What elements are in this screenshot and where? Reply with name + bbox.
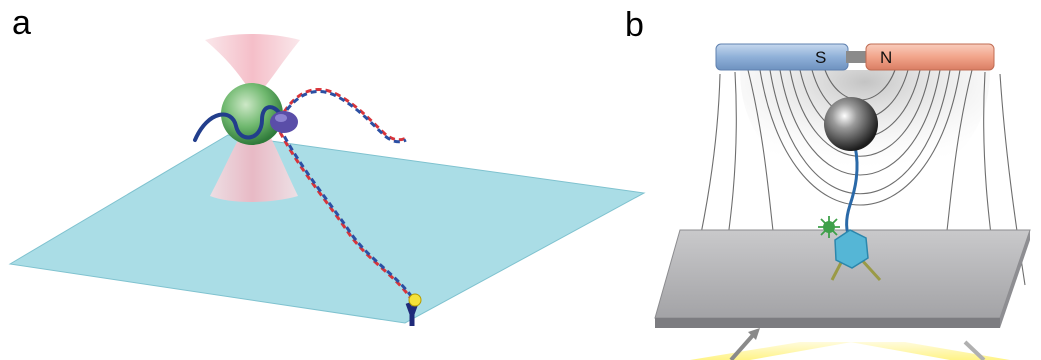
panel-b-label: b [625,6,644,44]
magnet-south [715,43,849,71]
illumination-beam-left [690,342,852,360]
dna-tether [278,131,416,301]
motor-protein [270,111,298,133]
dna-free-end [282,87,407,144]
fluorophore-marker [818,216,840,238]
magnet-gap [846,51,870,63]
magnet-south-label: S [815,48,826,67]
motor-protein-highlight [275,114,287,122]
illumination-arrow-left [729,328,760,360]
panel-a-label: a [12,4,31,42]
magnet-pair: S N [715,43,995,71]
magnet-north-label: N [880,48,892,67]
panel-b: S N [654,43,1031,360]
illumination-beam-right [850,342,1010,360]
glass-slide [654,229,1031,328]
illumination-arrow-right [963,340,986,360]
single-strand-loop [193,105,282,142]
magnetic-bead [824,97,878,151]
surface-anchor [405,293,422,326]
cover-slip-surface [8,134,646,324]
magnet-north [865,43,995,71]
surface-protein [830,229,882,282]
panel-a [8,34,646,326]
